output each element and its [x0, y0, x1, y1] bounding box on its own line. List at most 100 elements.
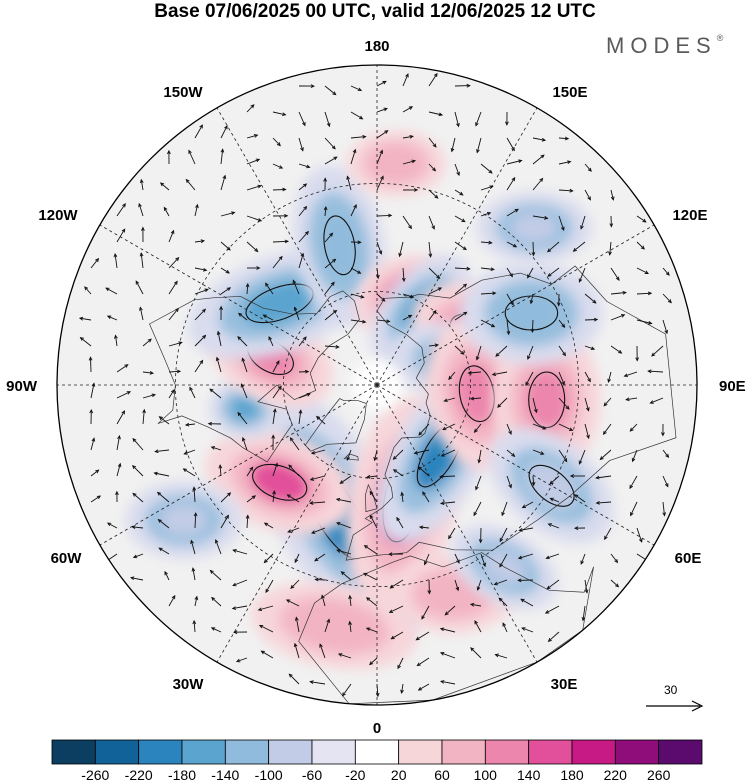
wind-arrow [547, 523, 560, 529]
wind-arrow [219, 305, 224, 321]
wind-arrow [272, 239, 290, 244]
wind-arrow [106, 315, 118, 321]
lon-label-90w: 90W [6, 378, 38, 395]
wind-arrow [660, 423, 665, 437]
wind-arrow [350, 319, 367, 324]
lon-label-180: 180 [364, 38, 389, 55]
wind-arrow [158, 547, 170, 555]
wind-arrow [298, 111, 306, 127]
wind-arrow [376, 319, 391, 324]
wind-arrow [389, 579, 404, 589]
wind-arrow [603, 397, 612, 407]
wind-arrow [504, 111, 509, 126]
wind-arrow [309, 475, 326, 481]
wind-arrow [402, 106, 414, 113]
wind-arrow [439, 680, 456, 685]
wind-arrow [497, 397, 508, 408]
wind-arrow [298, 163, 311, 169]
wind-arrow [168, 341, 183, 347]
wind-arrow [105, 287, 118, 295]
wind-arrow [363, 572, 378, 581]
wind-arrow [495, 345, 508, 357]
wind-arrow [448, 527, 456, 540]
wind-arrow [321, 594, 326, 607]
lat-lon-graticule [57, 65, 697, 705]
wind-arrow [350, 267, 362, 274]
wind-arrow [578, 267, 586, 283]
wind-arrow [636, 291, 653, 296]
wind-arrow [139, 252, 144, 269]
wind-arrow [454, 553, 460, 564]
wind-arrow [262, 314, 274, 321]
wind-arrow [376, 293, 386, 302]
wind-arrow [288, 673, 300, 685]
wind-arrow [388, 605, 404, 613]
wind-arrow [549, 475, 560, 485]
wind-arrow [263, 553, 274, 564]
wind-arrow [271, 434, 276, 451]
wind-arrow [298, 230, 309, 243]
wind-arrow [90, 495, 102, 503]
wind-arrow [506, 137, 515, 152]
wind-arrow [369, 657, 378, 666]
wind-arrow [348, 594, 352, 607]
wind-arrow [339, 475, 352, 485]
wind-arrow [428, 343, 440, 348]
wind-arrow [454, 111, 460, 128]
wind-arrow [448, 371, 456, 381]
wind-arrow [116, 434, 121, 451]
wind-arrow [311, 449, 326, 455]
wind-arrow [580, 215, 586, 230]
wind-arrow [558, 449, 568, 463]
wind-arrow [268, 335, 274, 347]
wind-arrow [336, 549, 352, 555]
wind-arrow [609, 215, 614, 228]
wind-arrow [348, 620, 352, 633]
wind-arrow [376, 175, 384, 191]
wind-arrow [194, 308, 207, 321]
wind-arrow [292, 279, 300, 295]
wind-arrow [192, 486, 197, 503]
wind-arrow [604, 527, 612, 541]
meridian-line [99, 224, 378, 386]
wind-arrow [240, 383, 248, 399]
wind-arrow [231, 605, 248, 610]
wind-arrow [258, 624, 274, 633]
wind-arrow [439, 652, 456, 659]
wind-arrow [649, 397, 664, 404]
wind-arrow [636, 241, 645, 250]
meridian-line [376, 384, 538, 663]
wind-arrow [168, 307, 179, 321]
wind-arrow [373, 449, 378, 462]
wind-arrow [336, 521, 352, 529]
wind-arrow [581, 605, 586, 622]
wind-arrow [78, 316, 92, 321]
wind-arrow [220, 148, 225, 165]
wind-arrow [480, 211, 492, 217]
wind-arrow [309, 501, 326, 505]
wind-arrow [454, 579, 460, 592]
wind-arrow [324, 137, 336, 150]
wind-arrow [454, 163, 460, 177]
wind-arrow [335, 497, 352, 503]
wind-arrow [546, 579, 560, 590]
wind-arrow [527, 345, 534, 360]
wind-arrow [158, 416, 170, 425]
wind-arrow [168, 369, 182, 374]
wind-arrow [558, 319, 566, 329]
wind-arrow [595, 475, 612, 480]
wind-arrow [480, 240, 493, 245]
wind-arrow [246, 466, 254, 477]
wind-arrow [390, 631, 404, 640]
wind-arrow [428, 111, 444, 117]
wind-arrow [350, 134, 367, 139]
wind-arrow [584, 163, 592, 172]
wind-arrow [428, 215, 435, 230]
wind-arrow [498, 597, 508, 607]
wind-arrow [532, 215, 549, 220]
wind-arrow [207, 421, 222, 426]
wind-arrow [474, 620, 482, 633]
wind-arrow [350, 293, 365, 299]
wind-arrow [480, 291, 497, 296]
wind-arrow [232, 630, 248, 635]
